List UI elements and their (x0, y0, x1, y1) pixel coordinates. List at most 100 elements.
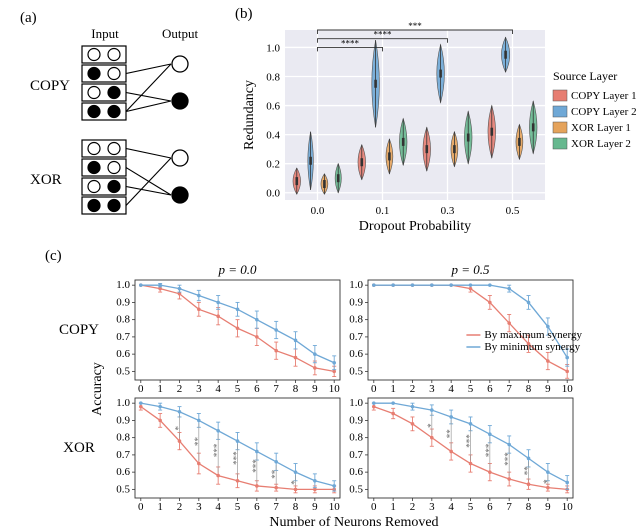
panel-c-sigtext: *** (484, 443, 494, 457)
panel-c-yticklabel: 0.5 (349, 365, 363, 377)
panel-b-violin-box (388, 152, 391, 160)
panel-b: (b)0.00.20.40.60.81.00.00.10.30.5*******… (235, 6, 637, 234)
panel-c-ylabel: Accuracy (90, 362, 105, 416)
panel-c-legend-label: By maximum synergy (484, 329, 582, 341)
panel-c-xticklabel: 3 (196, 383, 202, 395)
panel-b-ytick: 0.0 (266, 188, 280, 200)
panel-b-legend-label: COPY Layer 1 (571, 90, 637, 102)
panel-c-sigtext: *** (251, 459, 261, 473)
panel-c-legend-label: By minimum synergy (484, 341, 580, 353)
panel-c-xticklabel: 3 (429, 383, 435, 395)
panel-c: (c)p = 0.0p = 0.5COPYXOR0.50.60.70.80.91… (45, 248, 582, 530)
panel-b-xtick: 0.3 (441, 205, 455, 217)
panel-c-xticklabel: 1 (157, 501, 163, 513)
panel-a-edge (126, 101, 171, 112)
panel-b-ylabel: Redundancy (242, 80, 257, 150)
panel-c-yticklabel: 0.7 (349, 449, 363, 461)
panel-a-input-dot (108, 200, 120, 212)
panel-c-yticklabel: 0.8 (116, 314, 130, 326)
panel-b-violin-box (374, 80, 377, 88)
panel-c-col-title: p = 0.0 (217, 262, 257, 277)
panel-b-violin-box (295, 177, 298, 185)
panel-c-yticklabel: 0.6 (116, 348, 130, 360)
panel-b-ytick: 0.4 (266, 130, 280, 142)
panel-a-input-dot (88, 87, 100, 99)
panel-a: (a)InputOutputCOPYXOR (20, 10, 198, 214)
panel-c-xticklabel: 7 (506, 383, 512, 395)
panel-c-xticklabel: 9 (545, 383, 551, 395)
panel-a-input-dot (108, 143, 120, 155)
panel-b-ytick: 0.6 (266, 101, 280, 113)
panel-c-xlabel: Number of Neurons Removed (269, 515, 438, 530)
panel-a-input-dot (88, 200, 100, 212)
panel-c-xticklabel: 10 (329, 501, 341, 513)
panel-a-output-dot (172, 150, 188, 166)
panel-c-yticklabel: 0.9 (116, 414, 130, 426)
panel-c-yticklabel: 0.9 (349, 414, 363, 426)
panel-c-sigtext: ** (523, 466, 533, 476)
panel-c-xticklabel: 3 (196, 501, 202, 513)
panel-c-xticklabel: 5 (468, 383, 474, 395)
panel-b-violin-box (518, 138, 521, 146)
panel-c-sigtext: *** (465, 434, 475, 448)
panel-b-label: (b) (235, 6, 253, 22)
panel-b-violin-box (490, 128, 493, 136)
panel-c-yticklabel: 1.0 (349, 397, 363, 409)
panel-b-violin-box (337, 174, 340, 182)
panel-c-sigtext: * (426, 423, 436, 428)
panel-b-violin-box (425, 145, 428, 153)
panel-b-legend-swatch (553, 106, 567, 117)
panel-a-rowlabel-xor: XOR (30, 172, 62, 188)
panel-a-edge (126, 158, 171, 206)
panel-c-xticklabel: 10 (562, 383, 574, 395)
panel-c-yticklabel: 0.6 (349, 466, 363, 478)
panel-a-input-dot (88, 162, 100, 174)
panel-c-xticklabel: 6 (487, 383, 493, 395)
panel-c-row-label: COPY (59, 322, 99, 338)
panel-b-legend-label: COPY Layer 2 (571, 106, 637, 118)
panel-b-legend-label: XOR Layer 1 (571, 122, 631, 134)
panel-c-xticklabel: 2 (410, 501, 416, 513)
panel-c-label: (c) (45, 248, 62, 264)
panel-a-input-dot (108, 181, 120, 193)
panel-c-xticklabel: 7 (273, 501, 279, 513)
panel-c-yticklabel: 1.0 (116, 397, 130, 409)
panel-c-xticklabel: 10 (562, 501, 574, 513)
panel-b-legend-swatch (553, 138, 567, 149)
panel-b-violin-box (504, 51, 507, 59)
panel-a-output-dot (172, 93, 188, 109)
panel-c-sigtext: * (173, 425, 183, 430)
panel-c-yticklabel: 0.5 (349, 483, 363, 495)
panel-c-sigtext: ** (193, 436, 203, 446)
panel-a-input-dot (88, 106, 100, 118)
panel-c-xticklabel: 1 (390, 501, 396, 513)
panel-a-input-dot (108, 162, 120, 174)
panel-c-yticklabel: 0.8 (349, 432, 363, 444)
panel-b-violin-box (402, 138, 405, 146)
panel-c-xticklabel: 5 (235, 501, 241, 513)
panel-c-col-title: p = 0.5 (450, 262, 490, 277)
panel-c-yticklabel: 1.0 (349, 279, 363, 291)
panel-c-yticklabel: 0.8 (116, 432, 130, 444)
panel-c-xticklabel: 4 (215, 501, 221, 513)
panel-c-xticklabel: 3 (429, 501, 435, 513)
panel-c-xticklabel: 1 (390, 383, 396, 395)
panel-c-xticklabel: 4 (215, 383, 221, 395)
panel-c-yticklabel: 0.6 (349, 348, 363, 360)
panel-c-yticklabel: 0.7 (116, 331, 130, 343)
panel-b-ytick: 0.8 (266, 71, 280, 83)
panel-c-xticklabel: 0 (138, 383, 144, 395)
panel-c-xticklabel: 0 (371, 501, 377, 513)
panel-b-xtick: 0.1 (376, 205, 390, 217)
panel-a-input-dot (88, 49, 100, 61)
panel-c-xticklabel: 6 (487, 501, 493, 513)
figure-root: (a)InputOutputCOPYXOR(b)0.00.20.40.60.81… (0, 0, 640, 532)
panel-c-xticklabel: 9 (312, 383, 318, 395)
panel-c-xticklabel: 9 (312, 501, 318, 513)
panel-c-yticklabel: 0.9 (116, 296, 130, 308)
panel-a-input-dot (88, 181, 100, 193)
panel-a-output-header: Output (162, 26, 199, 41)
panel-b-legend-swatch (553, 90, 567, 101)
panel-c-yticklabel: 0.7 (116, 449, 130, 461)
panel-a-output-dot (172, 56, 188, 72)
